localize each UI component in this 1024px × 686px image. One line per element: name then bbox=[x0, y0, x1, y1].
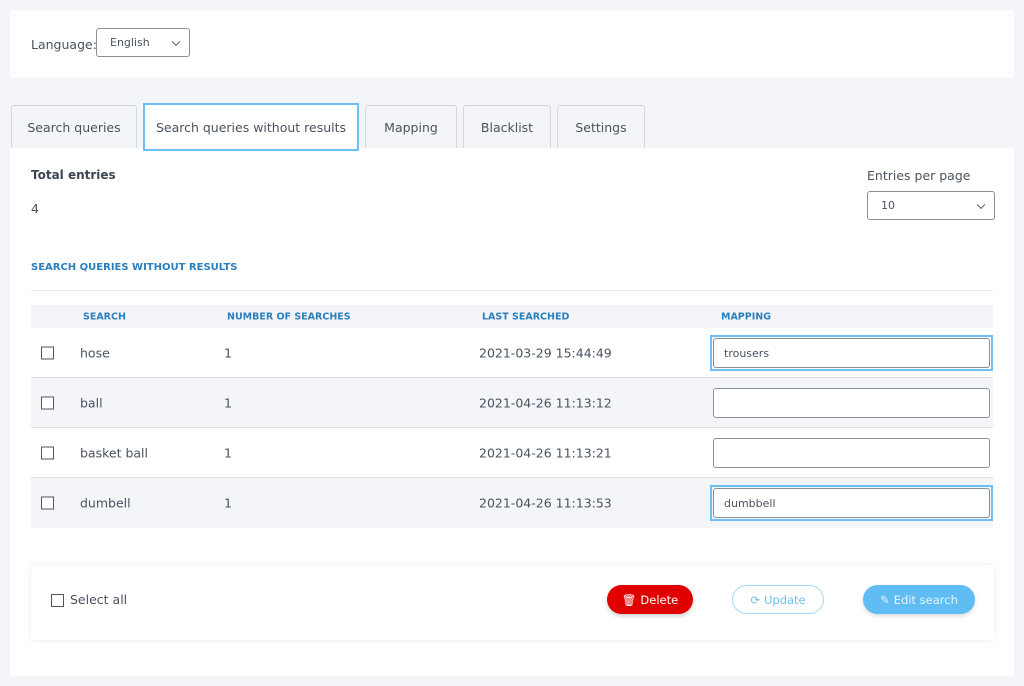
total-entries-label: Total entries bbox=[31, 168, 116, 182]
last-searched: 2021-04-26 11:13:12 bbox=[479, 395, 612, 410]
mapping-input[interactable] bbox=[713, 438, 990, 468]
search-count: 1 bbox=[224, 445, 232, 460]
header-search: SEARCH bbox=[83, 311, 126, 322]
search-count: 1 bbox=[224, 495, 232, 511]
section-title: SEARCH QUERIES WITHOUT RESULTS bbox=[31, 262, 238, 273]
delete-button[interactable]: 🗑 Delete bbox=[607, 585, 693, 614]
search-term: dumbell bbox=[80, 495, 131, 511]
mapping-field-wrap bbox=[710, 385, 993, 421]
search-term: basket ball bbox=[80, 445, 149, 460]
delete-label: Delete bbox=[640, 592, 679, 607]
tab-blacklist[interactable]: Blacklist bbox=[463, 105, 551, 149]
entries-per-page-select[interactable]: 10 bbox=[867, 191, 995, 220]
mapping-input[interactable] bbox=[713, 488, 990, 518]
row-checkbox[interactable] bbox=[41, 446, 54, 459]
action-bar: Select all 🗑 Delete ⟳ Update ✎ Edit search bbox=[31, 565, 994, 640]
language-select[interactable]: English bbox=[96, 28, 190, 57]
table-header: SEARCH NUMBER OF SEARCHES LAST SEARCHED … bbox=[31, 305, 993, 328]
mapping-field-wrap bbox=[710, 335, 993, 371]
last-searched: 2021-04-26 11:13:21 bbox=[479, 445, 612, 460]
table-row: basket ball 1 2021-04-26 11:13:21 bbox=[31, 428, 993, 478]
entries-per-page-label: Entries per page bbox=[867, 168, 971, 183]
content-panel: Total entries 4 Entries per page 10 SEAR… bbox=[10, 148, 1014, 676]
refresh-icon: ⟳ bbox=[750, 592, 760, 607]
header-last-searched: LAST SEARCHED bbox=[482, 311, 570, 322]
language-card: Language: English bbox=[10, 10, 1014, 78]
table-row: hose 1 2021-03-29 15:44:49 bbox=[31, 328, 993, 378]
entries-per-page-value: 10 bbox=[881, 199, 895, 212]
tab-search-queries-without-results[interactable]: Search queries without results bbox=[143, 103, 359, 151]
row-checkbox[interactable] bbox=[41, 346, 54, 359]
mapping-field-wrap bbox=[710, 485, 993, 521]
last-searched: 2021-03-29 15:44:49 bbox=[479, 345, 612, 360]
chevron-down-icon bbox=[976, 200, 986, 209]
edit-search-label: Edit search bbox=[893, 592, 958, 607]
update-button[interactable]: ⟳ Update bbox=[732, 585, 824, 614]
divider bbox=[31, 290, 993, 291]
total-entries-value: 4 bbox=[31, 201, 39, 216]
search-count: 1 bbox=[224, 395, 232, 410]
tab-search-queries[interactable]: Search queries bbox=[11, 105, 137, 149]
select-all-label[interactable]: Select all bbox=[70, 592, 128, 607]
header-mapping: MAPPING bbox=[721, 311, 772, 322]
queries-table: SEARCH NUMBER OF SEARCHES LAST SEARCHED … bbox=[31, 305, 993, 528]
mapping-input[interactable] bbox=[713, 388, 990, 418]
search-term: ball bbox=[80, 395, 103, 410]
tab-settings[interactable]: Settings bbox=[557, 105, 645, 149]
row-checkbox[interactable] bbox=[41, 396, 54, 409]
search-term: hose bbox=[80, 345, 110, 360]
mapping-field-wrap bbox=[710, 435, 993, 471]
table-row: ball 1 2021-04-26 11:13:12 bbox=[31, 378, 993, 428]
row-checkbox[interactable] bbox=[41, 496, 54, 510]
mapping-input[interactable] bbox=[713, 338, 990, 368]
header-number-of-searches: NUMBER OF SEARCHES bbox=[227, 311, 351, 322]
language-label: Language: bbox=[31, 37, 97, 52]
update-label: Update bbox=[763, 592, 806, 607]
edit-search-button[interactable]: ✎ Edit search bbox=[863, 585, 975, 614]
table-row: dumbell 1 2021-04-26 11:13:53 bbox=[31, 478, 993, 528]
select-all-checkbox[interactable] bbox=[51, 594, 64, 607]
edit-icon: ✎ bbox=[880, 592, 890, 607]
last-searched: 2021-04-26 11:13:53 bbox=[479, 495, 612, 511]
tab-mapping[interactable]: Mapping bbox=[365, 105, 457, 149]
trash-icon: 🗑 bbox=[621, 592, 637, 607]
search-count: 1 bbox=[224, 345, 232, 360]
language-value: English bbox=[110, 36, 150, 49]
chevron-down-icon bbox=[171, 37, 181, 46]
